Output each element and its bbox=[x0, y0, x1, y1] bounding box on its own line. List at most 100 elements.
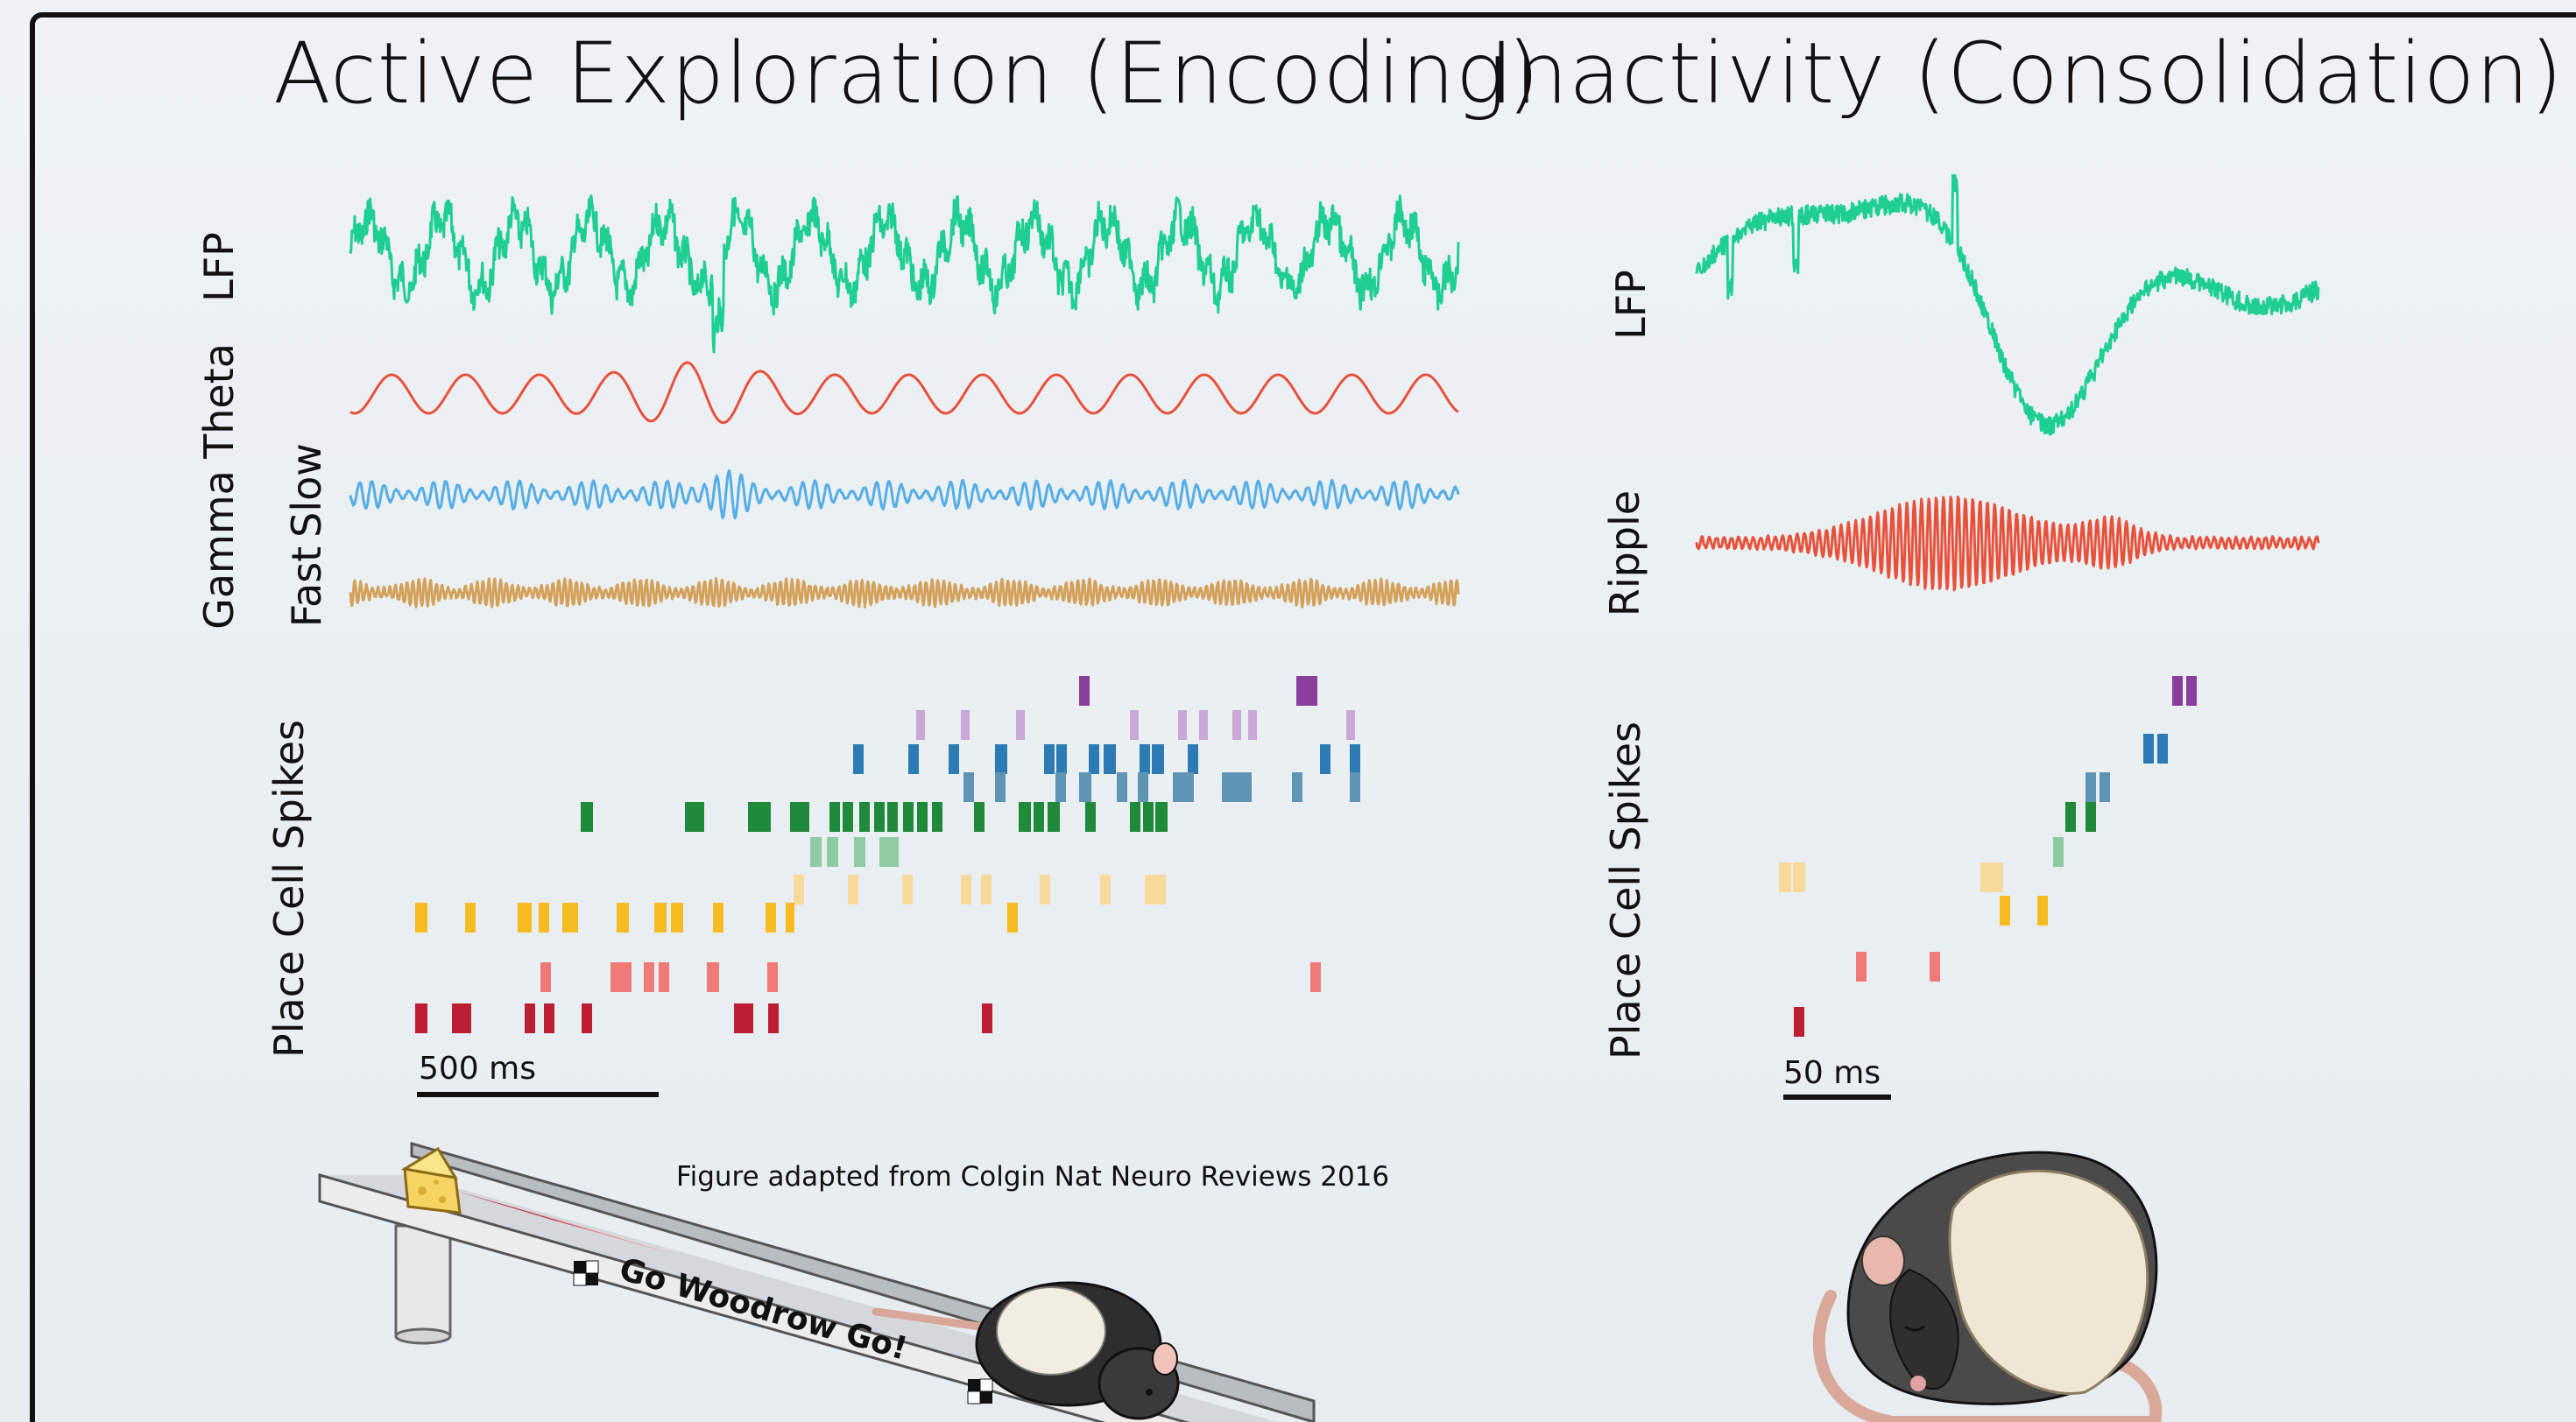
encoding-raster-spike bbox=[786, 903, 794, 933]
encoding-raster-spike bbox=[539, 903, 549, 933]
encoding-raster-spike bbox=[581, 802, 593, 832]
encoding-raster-spike bbox=[766, 903, 776, 933]
encoding-raster-spike bbox=[995, 772, 1006, 802]
encoding-raster-spike bbox=[963, 772, 974, 802]
encoding-raster-spike bbox=[1155, 802, 1168, 832]
lfp-trace-encoding bbox=[349, 194, 1460, 354]
cheese-icon bbox=[400, 1146, 462, 1214]
encoding-raster-spike bbox=[1310, 962, 1321, 992]
encoding-raster-spike bbox=[610, 962, 632, 992]
encoding-raster-spike bbox=[1104, 744, 1116, 774]
encoding-raster-spike bbox=[644, 962, 654, 992]
encoding-raster-spike bbox=[961, 875, 971, 905]
encoding-raster-spike bbox=[518, 903, 532, 933]
encoding-raster-spike bbox=[465, 903, 476, 933]
encoding-raster-spike bbox=[874, 802, 885, 832]
encoding-raster-spike bbox=[794, 875, 804, 905]
encoding-raster-spike bbox=[1117, 772, 1127, 802]
linear-track-illustration: Go Woodrow Go! bbox=[318, 1142, 1316, 1422]
encoding-raster-spike bbox=[1016, 710, 1025, 740]
consolidation-raster-spike bbox=[2100, 772, 2110, 802]
encoding-raster-spike bbox=[902, 875, 913, 905]
consolidation-raster-spike bbox=[1856, 952, 1867, 982]
track-zones bbox=[455, 1191, 876, 1313]
consolidation-raster-spike bbox=[2186, 676, 2197, 706]
encoding-raster-spike bbox=[810, 837, 822, 867]
encoding-raster-spike bbox=[1130, 802, 1140, 832]
track-support-leg bbox=[394, 1224, 452, 1345]
theta-trace bbox=[349, 361, 1459, 425]
rat-back-patch bbox=[1948, 1169, 2149, 1395]
consolidation-raster-spike bbox=[1930, 952, 1940, 982]
encoding-raster-spike bbox=[961, 710, 970, 740]
encoding-raster-spike bbox=[671, 903, 683, 933]
rat-head bbox=[1889, 1268, 1959, 1390]
rasters-layer bbox=[415, 676, 2197, 1037]
encoding-raster-spike bbox=[544, 1003, 554, 1033]
checkered-flag-icon-2 bbox=[967, 1378, 993, 1404]
consolidation-raster-spike bbox=[2037, 896, 2048, 926]
encoding-raster-spike bbox=[1130, 710, 1139, 740]
scale-label-right: 50 ms bbox=[1783, 1055, 1881, 1091]
rat-running-icon bbox=[872, 1281, 1180, 1420]
title-encoding: Active Exploration (Encoding) bbox=[273, 25, 1541, 123]
encoding-raster-spike bbox=[1222, 772, 1252, 802]
encoding-raster-spike bbox=[525, 1003, 535, 1033]
encoding-raster-spike bbox=[685, 802, 704, 832]
encoding-raster-spike bbox=[734, 1003, 753, 1033]
figure-credit: Figure adapted from Colgin Nat Neuro Rev… bbox=[676, 1161, 1390, 1193]
encoding-raster-spike bbox=[582, 1003, 592, 1033]
encoding-raster-spike bbox=[540, 962, 551, 992]
encoding-raster-spike bbox=[1188, 744, 1198, 774]
ripple-trace bbox=[1695, 496, 2320, 592]
encoding-raster-spike bbox=[1019, 802, 1031, 832]
encoding-raster-spike bbox=[1140, 744, 1150, 774]
fast-gamma-trace bbox=[349, 577, 1460, 609]
encoding-raster-spike bbox=[707, 962, 719, 992]
encoding-raster-spike bbox=[1007, 903, 1018, 933]
encoding-raster-spike bbox=[1089, 744, 1099, 774]
encoding-raster-spike bbox=[1143, 802, 1154, 832]
checkered-flag-icon bbox=[573, 1260, 599, 1286]
encoding-raster-spike bbox=[415, 1003, 427, 1033]
encoding-raster-spike bbox=[659, 962, 669, 992]
consolidation-raster-spike bbox=[2000, 896, 2010, 926]
encoding-raster-spike bbox=[949, 744, 959, 774]
encoding-raster-spike bbox=[1199, 710, 1208, 740]
rat-closed-eye bbox=[1904, 1325, 1925, 1332]
encoding-raster-spike bbox=[1145, 875, 1166, 905]
slow-gamma-trace bbox=[349, 468, 1460, 520]
figure-frame bbox=[30, 12, 2576, 1422]
encoding-raster-spike bbox=[654, 903, 667, 933]
encoding-raster-spike bbox=[767, 962, 778, 992]
encoding-raster-spike bbox=[903, 802, 914, 832]
encoding-raster-spike bbox=[1048, 802, 1060, 832]
encoding-raster-spike bbox=[827, 837, 838, 867]
track-front-rail bbox=[318, 1173, 1190, 1422]
encoding-raster-spike bbox=[1085, 802, 1096, 832]
encoding-raster-spike bbox=[1152, 744, 1164, 774]
traces-layer bbox=[349, 173, 2320, 609]
lfp-trace-consolidation bbox=[1695, 173, 2320, 436]
encoding-raster-spike bbox=[887, 837, 899, 867]
encoding-raster-spike bbox=[829, 802, 840, 832]
encoding-raster-spike bbox=[1350, 772, 1360, 802]
encoding-raster-spike bbox=[1320, 744, 1330, 774]
encoding-raster-spike bbox=[932, 802, 942, 832]
encoding-raster-spike bbox=[790, 802, 809, 832]
encoding-raster-spike bbox=[1248, 710, 1257, 740]
encoding-raster-spike bbox=[854, 837, 865, 867]
encoding-raster-spike bbox=[1079, 676, 1090, 706]
encoding-raster-spike bbox=[415, 903, 427, 933]
encoding-raster-spike bbox=[768, 1003, 779, 1033]
encoding-raster-spike bbox=[1292, 772, 1302, 802]
encoding-raster-spike bbox=[1296, 676, 1317, 706]
encoding-raster-spike bbox=[974, 802, 985, 832]
encoding-raster-spike bbox=[713, 903, 723, 933]
encoding-raster-spike bbox=[981, 875, 992, 905]
encoding-raster-spike bbox=[843, 802, 853, 832]
encoding-raster-spike bbox=[1173, 772, 1194, 802]
encoding-raster-spike bbox=[917, 802, 928, 832]
encoding-raster-spike bbox=[887, 802, 898, 832]
